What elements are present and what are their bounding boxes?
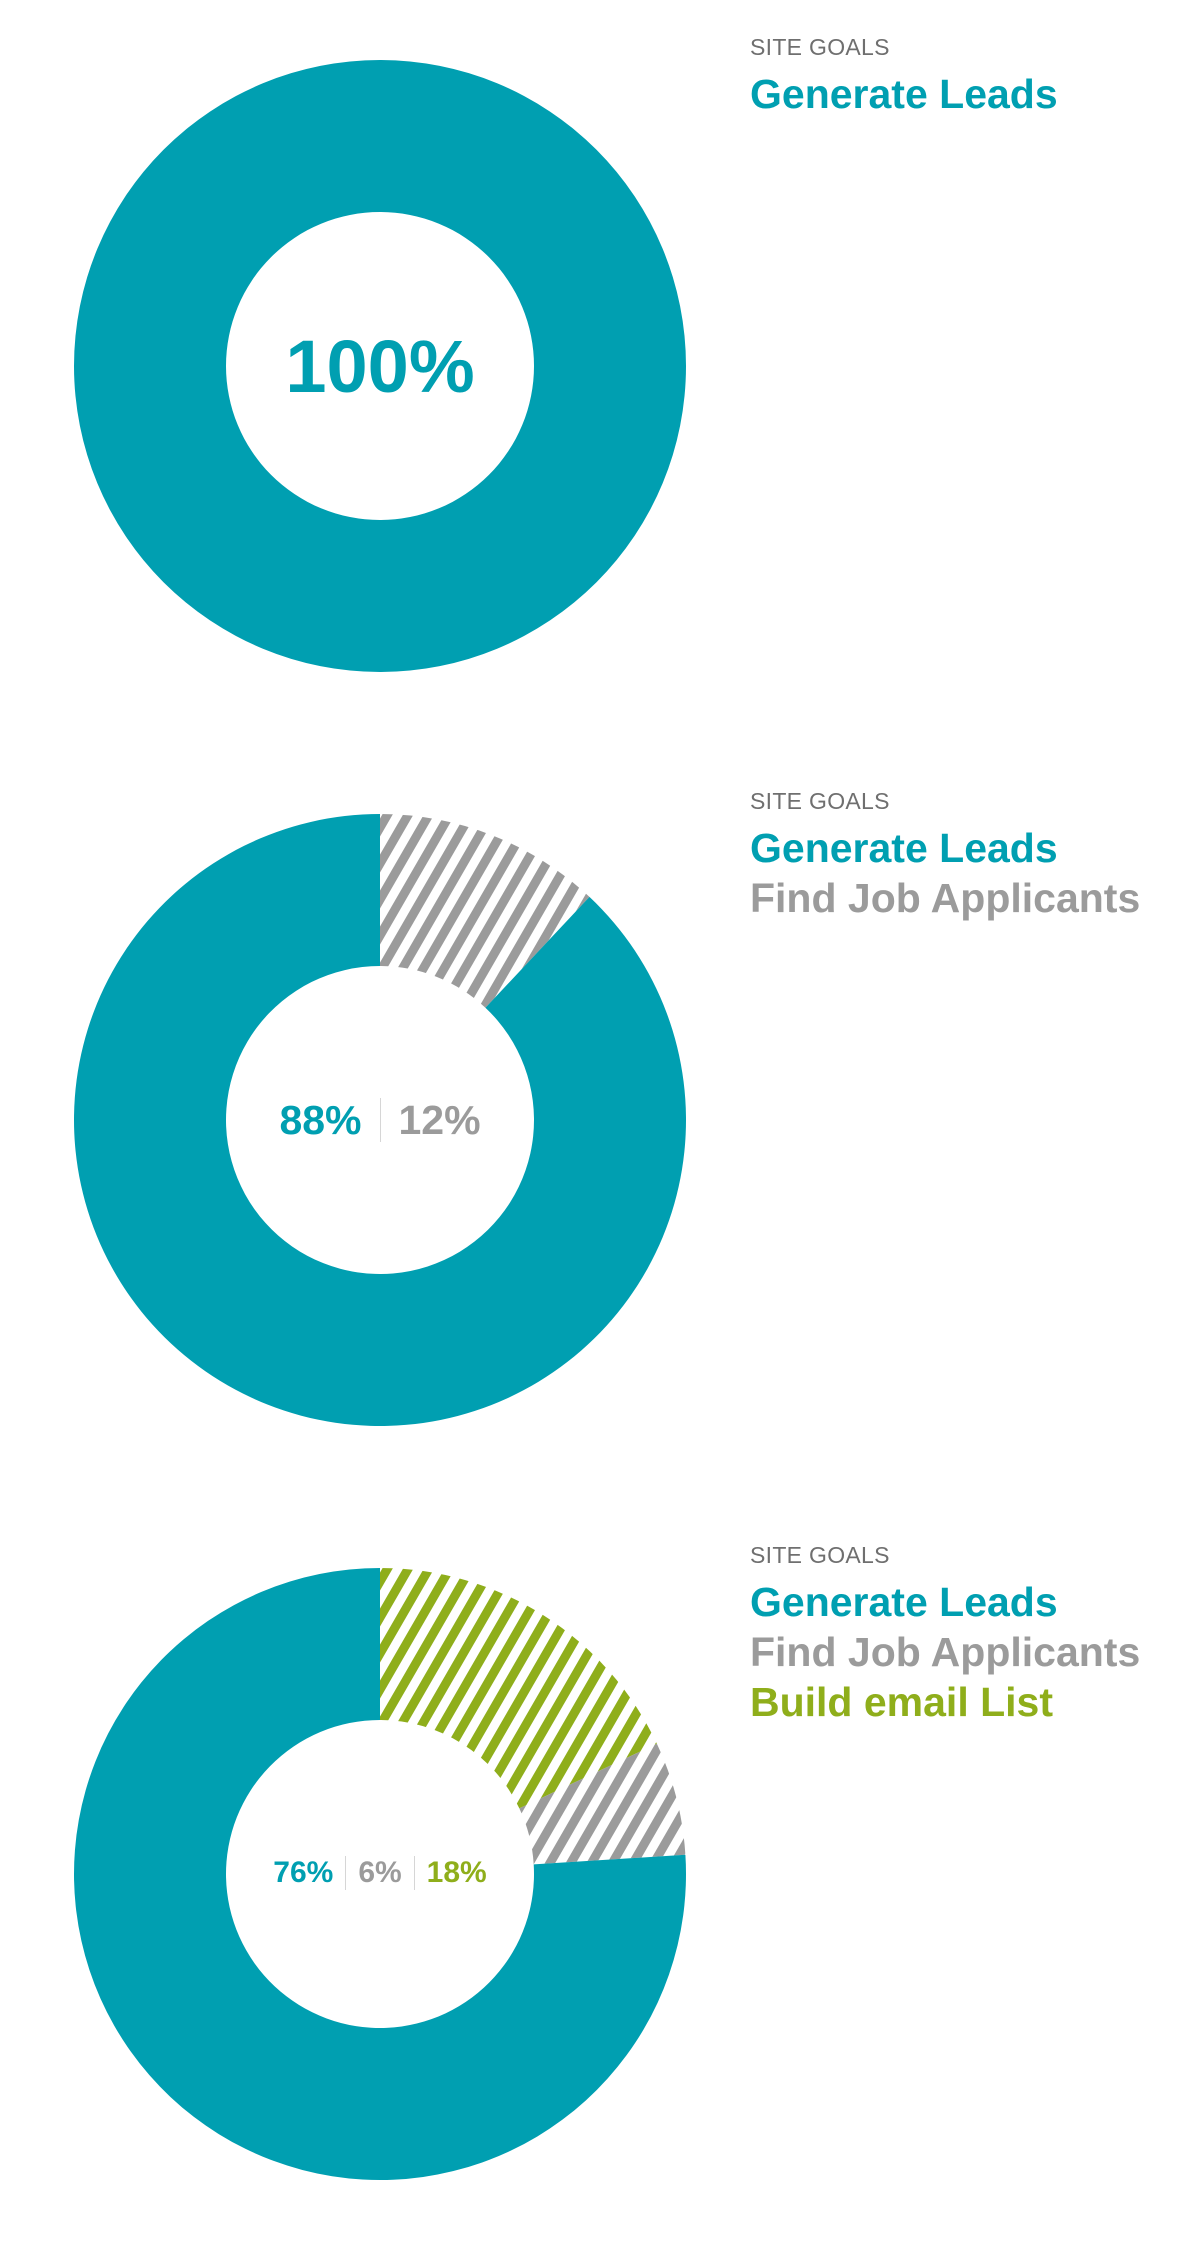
legend-item-build-email-list: Build email List: [750, 1679, 1053, 1725]
legend-item-find-job-applicants: Find Job Applicants: [750, 1629, 1141, 1675]
donut-chart: [74, 60, 686, 672]
donut-slice-find-job-applicants: [519, 1743, 686, 1865]
donut-chart: [74, 814, 687, 1426]
center-value-leads: 76%: [273, 1856, 334, 1889]
legend-item-find-job-applicants: Find Job Applicants: [750, 875, 1141, 921]
donut-slice-build-email-list: [380, 1568, 657, 1809]
center-value-email: 18%: [426, 1856, 487, 1889]
center-values: 88% 12%: [72, 1090, 688, 1150]
center-divider: [345, 1856, 347, 1890]
legend-title: SITE GOALS: [750, 34, 890, 60]
legend: SITE GOALS Generate Leads Find Job Appli…: [750, 1542, 1140, 1727]
center-divider: [379, 1098, 381, 1142]
center-value-jobs: 12%: [398, 1096, 481, 1143]
legend-title: SITE GOALS: [750, 788, 890, 814]
center-value-jobs: 6%: [358, 1856, 402, 1889]
center-value-leads: 100%: [285, 324, 475, 408]
center-value-leads: 88%: [279, 1096, 362, 1143]
legend-item-generate-leads: Generate Leads: [750, 1579, 1058, 1625]
center-values: 100%: [72, 324, 688, 408]
legend-title: SITE GOALS: [750, 1542, 890, 1568]
chart-section-2: 88% 12% SITE GOALS Generate Leads Find J…: [0, 754, 1200, 1500]
donut-slice-generate-leads: [74, 814, 687, 1426]
center-values: 76% 6% 18%: [72, 1848, 688, 1898]
chart-section-1: 100% SITE GOALS Generate Leads: [0, 0, 1200, 746]
donut-chart: [73, 1568, 687, 2180]
legend: SITE GOALS Generate Leads: [750, 34, 1058, 119]
legend-item-generate-leads: Generate Leads: [750, 825, 1058, 871]
donut-slice-generate-leads: [74, 60, 686, 672]
donut-slice-generate-leads: [73, 1568, 687, 2180]
legend-item-generate-leads: Generate Leads: [750, 71, 1058, 117]
donut-slice-find-job-applicants: [380, 814, 590, 1008]
center-divider: [413, 1856, 415, 1890]
chart-section-3: 76% 6% 18% SITE GOALS Generate Leads Fin…: [0, 1508, 1200, 2254]
legend: SITE GOALS Generate Leads Find Job Appli…: [750, 788, 1140, 923]
